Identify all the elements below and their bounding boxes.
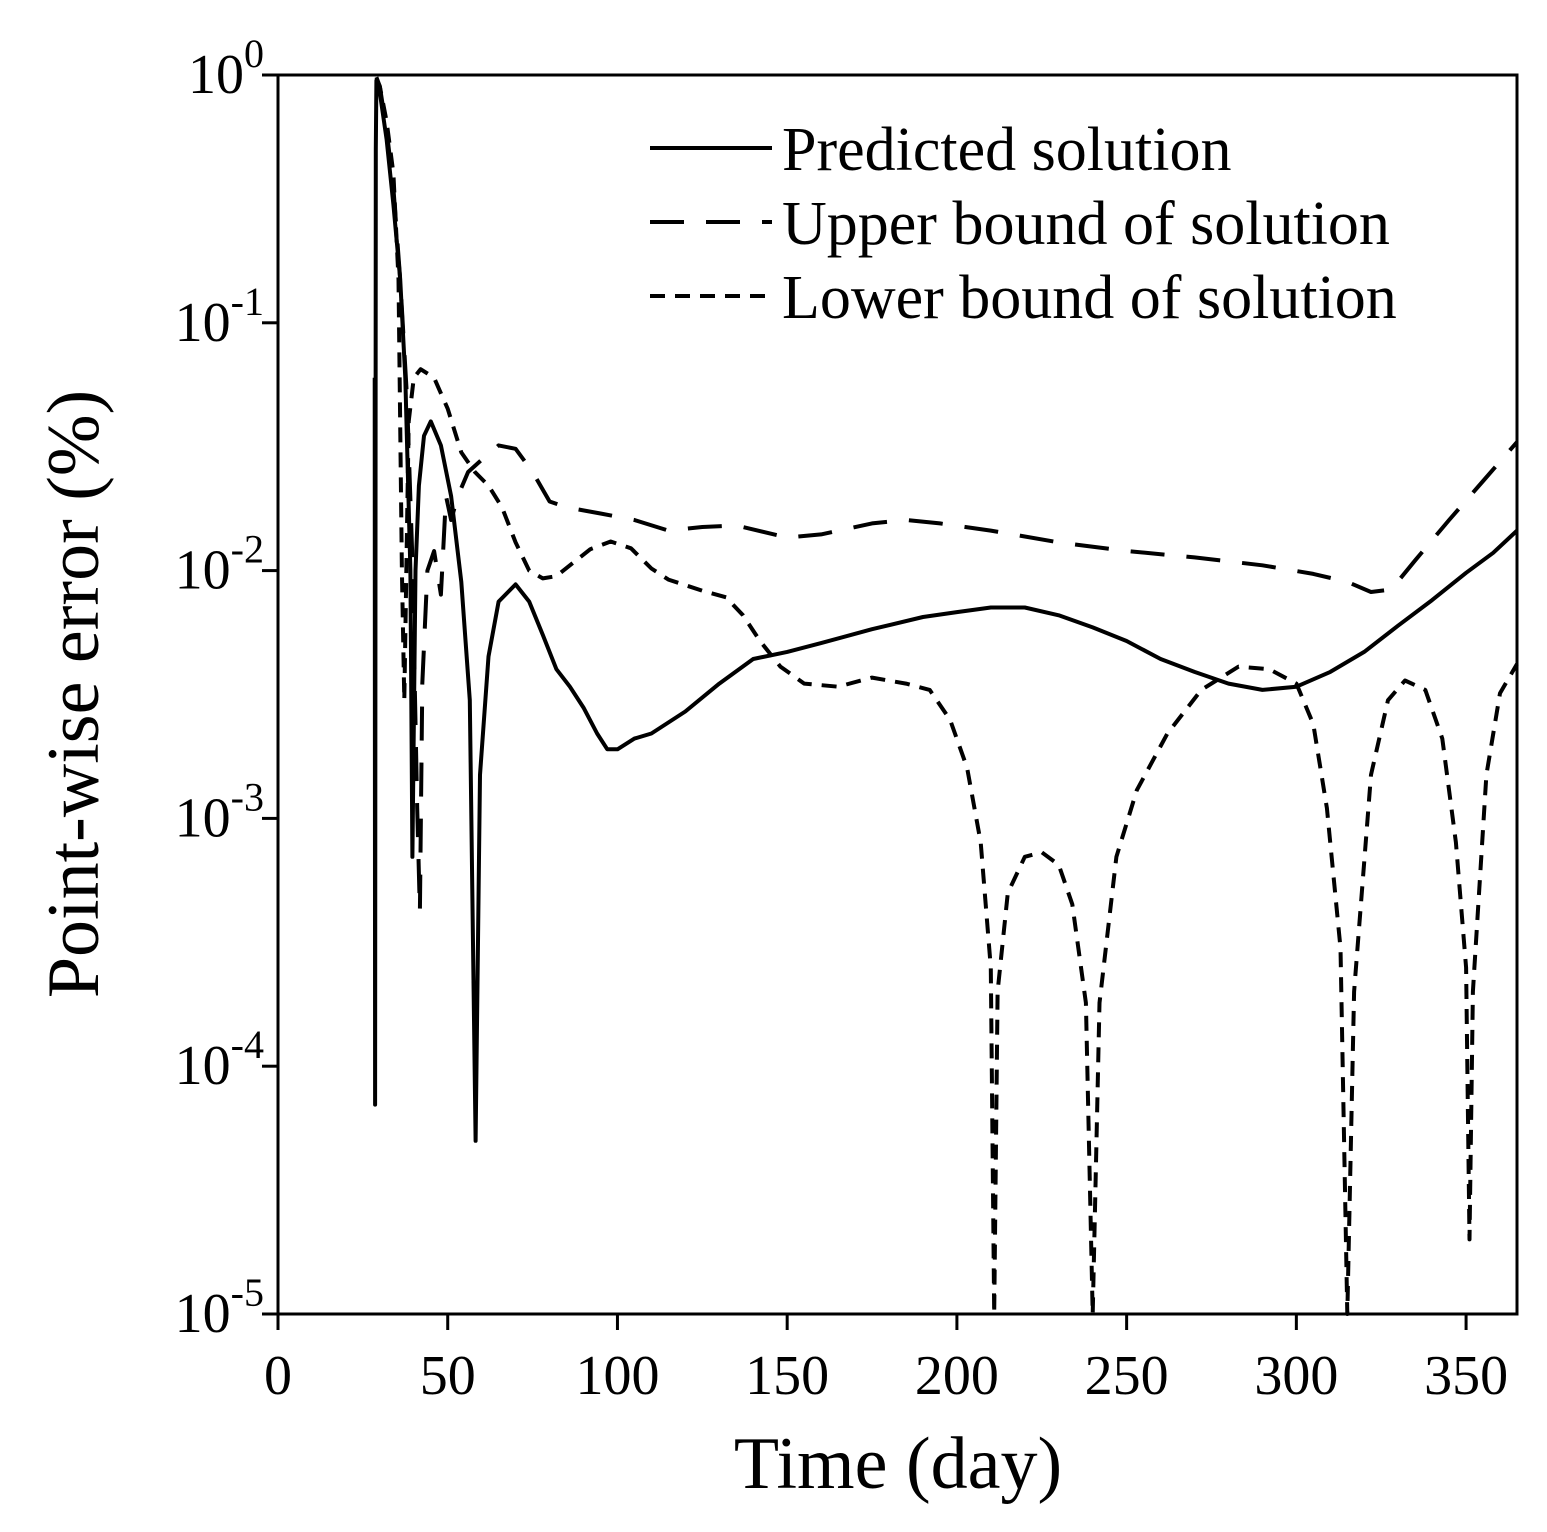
legend-label: Lower bound of solution (782, 264, 1397, 332)
x-axis-ticks: 0 50 100 150 200 250 300 350 (264, 1314, 1508, 1407)
legend-label: Predicted solution (782, 116, 1231, 184)
x-tick-label: 50 (420, 1345, 476, 1407)
y-tick-label: 10-4 (175, 1022, 264, 1097)
y-tick-label: 10-2 (175, 527, 264, 602)
series-line-predicted-solution (372, 78, 1519, 1143)
x-axis-title: Time (day) (734, 1423, 1062, 1505)
x-tick-label: 150 (745, 1345, 829, 1407)
x-tick-label: 100 (575, 1345, 659, 1407)
series-line-upper-bound-of-solution (374, 76, 1519, 914)
plot-frame (276, 73, 1519, 1316)
series-line-lower-bound-of-solution (374, 78, 1519, 1316)
x-tick-label: 300 (1254, 1345, 1338, 1407)
x-tick-label: 350 (1424, 1345, 1508, 1407)
x-tick-label: 200 (915, 1345, 999, 1407)
x-tick-label: 0 (264, 1345, 292, 1407)
series-layer (372, 76, 1519, 1316)
y-tick-label: 10-1 (175, 279, 264, 354)
y-axis-title: Point-wise error (%) (33, 390, 115, 998)
y-tick-label: 10-5 (175, 1270, 264, 1345)
y-axis-ticks: 10-5 10-4 10-3 10-2 10-1 100 (175, 31, 278, 1345)
y-tick-label: 100 (188, 31, 264, 106)
legend-label: Upper bound of solution (782, 190, 1390, 258)
y-tick-label: 10-3 (175, 774, 264, 849)
x-tick-label: 250 (1085, 1345, 1169, 1407)
